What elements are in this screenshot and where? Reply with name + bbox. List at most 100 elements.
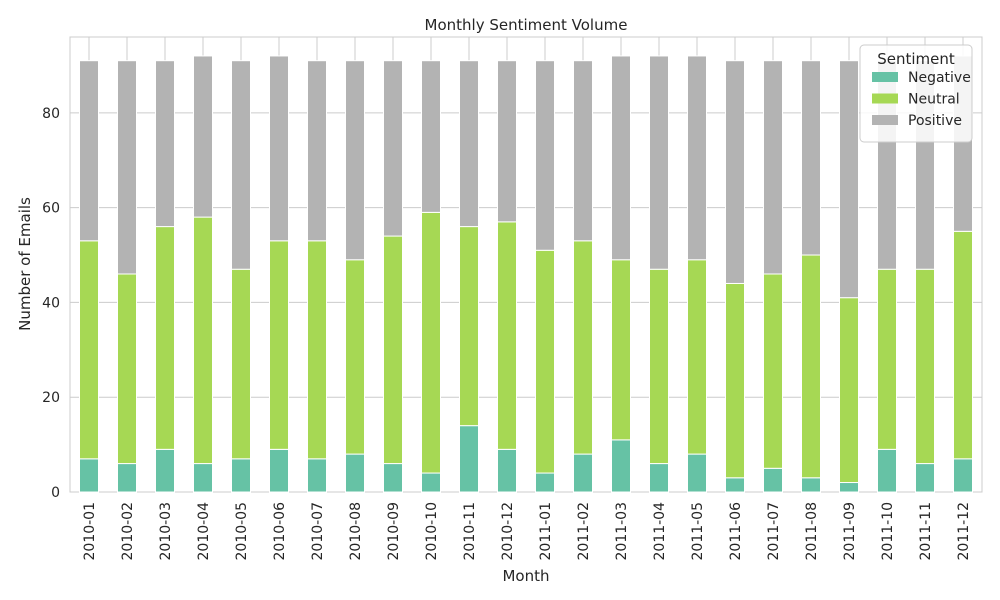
bar-segment-positive bbox=[117, 60, 137, 275]
y-axis-title: Number of Emails bbox=[16, 197, 34, 331]
bar-segment-neutral bbox=[383, 235, 403, 465]
legend-label-negative: Negative bbox=[908, 70, 971, 86]
bar-segment-neutral bbox=[193, 216, 213, 465]
bar-segment-negative bbox=[307, 458, 327, 493]
legend-swatch-negative bbox=[872, 72, 898, 82]
bar-segment-positive bbox=[459, 60, 479, 228]
x-tick-label: 2011-04 bbox=[652, 502, 668, 561]
y-tick-label: 60 bbox=[42, 201, 60, 217]
bar-segment-neutral bbox=[307, 240, 327, 460]
bar-segment-positive bbox=[155, 60, 175, 228]
bar-segment-negative bbox=[915, 463, 935, 493]
y-tick-label: 20 bbox=[42, 390, 60, 406]
legend-label-positive: Positive bbox=[908, 113, 962, 129]
x-tick-label: 2010-06 bbox=[272, 502, 288, 561]
x-tick-label: 2010-02 bbox=[120, 502, 136, 561]
bar-segment-negative bbox=[535, 472, 555, 493]
bar-segment-neutral bbox=[915, 268, 935, 465]
bar-segment-neutral bbox=[117, 273, 137, 465]
chart-title: Monthly Sentiment Volume bbox=[425, 16, 628, 34]
bar-segment-negative bbox=[117, 463, 137, 493]
bar-segment-positive bbox=[383, 60, 403, 237]
bar-segment-negative bbox=[763, 467, 783, 493]
x-tick-label: 2011-06 bbox=[728, 502, 744, 561]
bar-segment-positive bbox=[801, 60, 821, 256]
bar-segment-positive bbox=[611, 55, 631, 261]
legend-title: Sentiment bbox=[877, 50, 955, 68]
bar-segment-negative bbox=[687, 453, 707, 493]
x-tick-label: 2011-08 bbox=[804, 502, 820, 561]
bar-segment-negative bbox=[269, 448, 289, 493]
y-tick-labels: 0 20 40 60 80 bbox=[42, 106, 60, 501]
x-tick-label: 2010-08 bbox=[348, 502, 364, 561]
bar-segment-neutral bbox=[877, 268, 897, 450]
x-tick-label: 2011-10 bbox=[880, 502, 896, 561]
bar-segment-negative bbox=[383, 463, 403, 493]
x-tick-label: 2010-11 bbox=[462, 502, 478, 561]
bar-segment-positive bbox=[307, 60, 327, 242]
bar-segment-positive bbox=[193, 55, 213, 218]
bar-segment-negative bbox=[345, 453, 365, 493]
x-tick-label: 2011-05 bbox=[690, 502, 706, 561]
bar-segment-negative bbox=[193, 463, 213, 493]
bar-segment-neutral bbox=[839, 297, 859, 484]
bar-segment-neutral bbox=[953, 230, 973, 460]
x-tick-label: 2011-11 bbox=[918, 502, 934, 561]
bar-segment-positive bbox=[687, 55, 707, 261]
bar-segment-negative bbox=[459, 425, 479, 493]
x-tick-label: 2011-12 bbox=[956, 502, 972, 561]
y-tick-label: 0 bbox=[51, 485, 60, 501]
bar-segment-negative bbox=[573, 453, 593, 493]
bar-segment-positive bbox=[839, 60, 859, 299]
x-tick-label: 2010-12 bbox=[500, 502, 516, 561]
bar-segment-neutral bbox=[497, 221, 517, 450]
x-tick-label: 2010-04 bbox=[196, 502, 212, 561]
x-tick-label: 2010-07 bbox=[310, 502, 326, 561]
x-tick-labels: 2010-01 2010-02 2010-03 2010-04 2010-05 2010-… bbox=[82, 502, 972, 561]
x-tick-label: 2010-09 bbox=[386, 502, 402, 561]
legend-swatch-neutral bbox=[872, 93, 898, 104]
x-tick-label: 2010-03 bbox=[158, 502, 174, 561]
x-tick-label: 2010-01 bbox=[82, 502, 98, 561]
bar-segment-negative bbox=[649, 463, 669, 493]
bar-segment-neutral bbox=[345, 259, 365, 455]
bar-segment-positive bbox=[345, 60, 365, 261]
bar-segment-neutral bbox=[421, 211, 441, 474]
y-tick-label: 40 bbox=[42, 295, 60, 311]
x-tick-label: 2011-02 bbox=[576, 502, 592, 561]
bar-segment-neutral bbox=[573, 240, 593, 455]
bar-segment-positive bbox=[535, 60, 555, 251]
y-tick-label: 80 bbox=[42, 106, 60, 122]
bar-segment-positive bbox=[725, 60, 745, 284]
bar-segment-positive bbox=[573, 60, 593, 242]
bar-segment-negative bbox=[725, 477, 745, 493]
bar-segment-positive bbox=[497, 60, 517, 223]
bar-segment-positive bbox=[763, 60, 783, 275]
bar-segment-negative bbox=[421, 472, 441, 493]
x-tick-label: 2011-01 bbox=[538, 502, 554, 561]
bar-segment-neutral bbox=[269, 240, 289, 450]
x-tick-label: 2011-09 bbox=[842, 502, 858, 561]
bar-segment-neutral bbox=[155, 226, 175, 450]
bar-segment-negative bbox=[611, 439, 631, 493]
legend: Sentiment Negative Neutral Positive bbox=[859, 44, 973, 143]
bar-segment-positive bbox=[421, 60, 441, 213]
bar-segment-positive bbox=[649, 55, 669, 270]
bar-segment-negative bbox=[497, 448, 517, 493]
bar-segment-neutral bbox=[763, 273, 783, 469]
bar-segment-neutral bbox=[535, 249, 555, 474]
x-tick-label: 2010-05 bbox=[234, 502, 250, 561]
bar-segment-negative bbox=[231, 458, 251, 493]
bar-segment-neutral bbox=[459, 226, 479, 427]
bar-segment-neutral bbox=[231, 268, 251, 460]
bar-segment-positive bbox=[269, 55, 289, 242]
x-axis-title: Month bbox=[502, 567, 549, 585]
bar-segment-negative bbox=[801, 477, 821, 493]
bar-segment-neutral bbox=[649, 268, 669, 465]
bar-segment-neutral bbox=[687, 259, 707, 455]
bar-segment-negative bbox=[839, 482, 859, 493]
bar-segment-positive bbox=[79, 60, 99, 242]
bar-segment-positive bbox=[231, 60, 251, 270]
bar-segment-negative bbox=[953, 458, 973, 493]
